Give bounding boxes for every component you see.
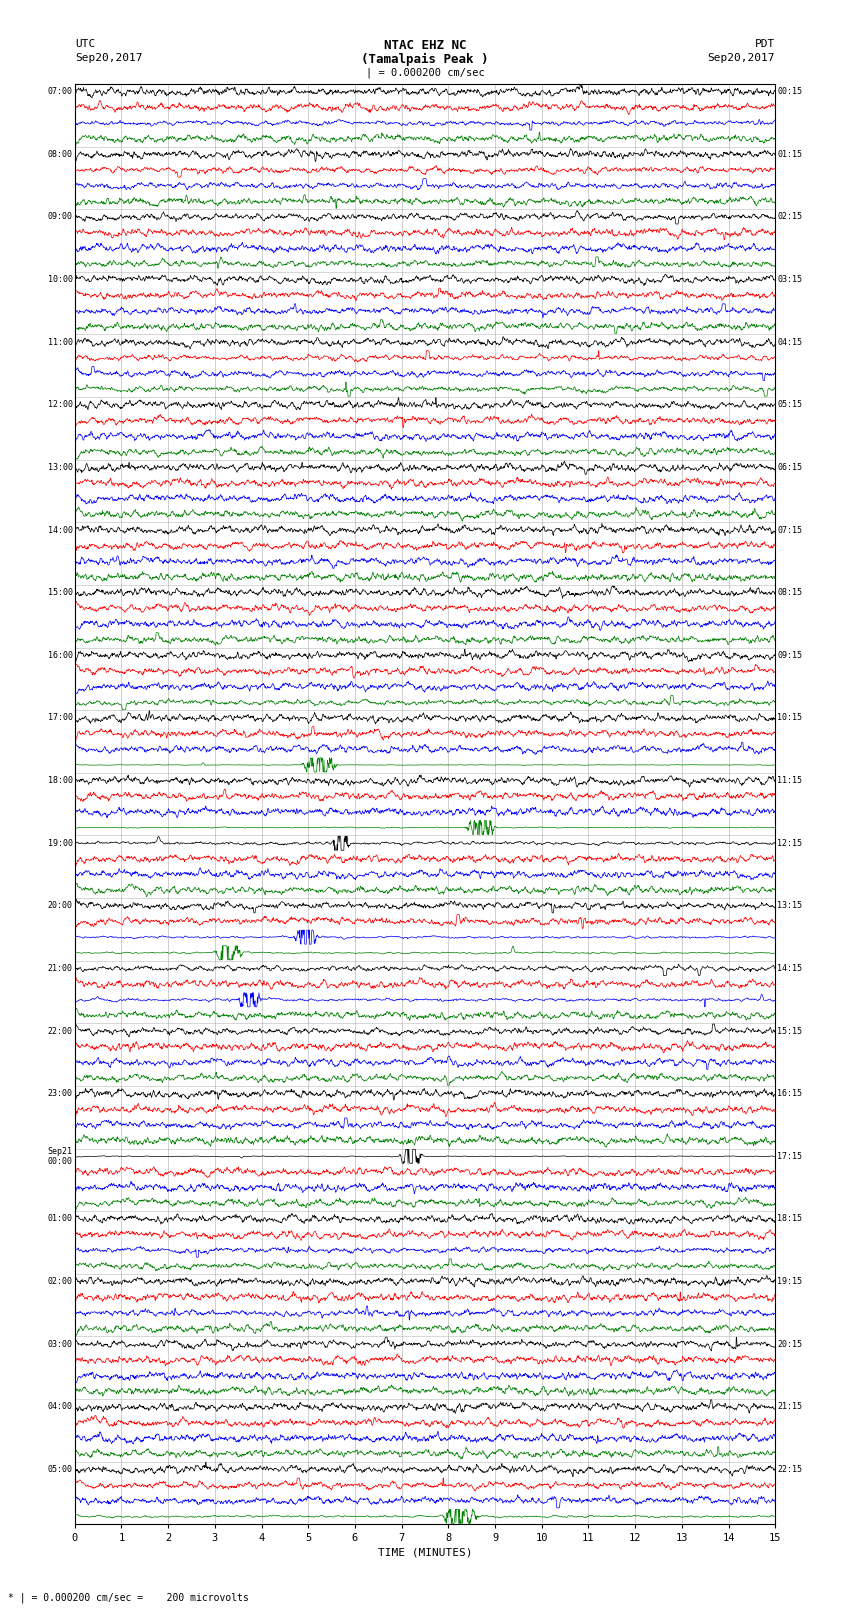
Text: 02:00: 02:00 <box>48 1277 73 1286</box>
Text: 20:00: 20:00 <box>48 902 73 910</box>
Text: 13:00: 13:00 <box>48 463 73 473</box>
Text: 08:00: 08:00 <box>48 150 73 158</box>
Text: 13:15: 13:15 <box>777 902 802 910</box>
Text: 19:00: 19:00 <box>48 839 73 848</box>
Text: 02:15: 02:15 <box>777 213 802 221</box>
X-axis label: TIME (MINUTES): TIME (MINUTES) <box>377 1547 473 1558</box>
Text: 18:15: 18:15 <box>777 1215 802 1224</box>
Text: | = 0.000200 cm/sec: | = 0.000200 cm/sec <box>366 68 484 79</box>
Text: 17:00: 17:00 <box>48 713 73 723</box>
Text: 01:15: 01:15 <box>777 150 802 158</box>
Text: 04:00: 04:00 <box>48 1402 73 1411</box>
Text: 21:00: 21:00 <box>48 965 73 973</box>
Text: 07:15: 07:15 <box>777 526 802 534</box>
Text: 11:15: 11:15 <box>777 776 802 786</box>
Text: 10:00: 10:00 <box>48 276 73 284</box>
Text: 00:15: 00:15 <box>777 87 802 97</box>
Text: 18:00: 18:00 <box>48 776 73 786</box>
Text: PDT: PDT <box>755 39 775 48</box>
Text: 12:00: 12:00 <box>48 400 73 410</box>
Text: UTC: UTC <box>75 39 95 48</box>
Text: Sep20,2017: Sep20,2017 <box>708 53 775 63</box>
Text: * | = 0.000200 cm/sec =    200 microvolts: * | = 0.000200 cm/sec = 200 microvolts <box>8 1592 249 1603</box>
Text: 03:00: 03:00 <box>48 1340 73 1348</box>
Text: 16:00: 16:00 <box>48 650 73 660</box>
Text: 23:00: 23:00 <box>48 1089 73 1098</box>
Text: 20:15: 20:15 <box>777 1340 802 1348</box>
Text: 06:15: 06:15 <box>777 463 802 473</box>
Text: 07:00: 07:00 <box>48 87 73 97</box>
Text: 14:15: 14:15 <box>777 965 802 973</box>
Text: NTAC EHZ NC: NTAC EHZ NC <box>383 39 467 52</box>
Text: 04:15: 04:15 <box>777 337 802 347</box>
Text: 17:15: 17:15 <box>777 1152 802 1161</box>
Text: 08:15: 08:15 <box>777 589 802 597</box>
Text: 09:15: 09:15 <box>777 650 802 660</box>
Text: 15:00: 15:00 <box>48 589 73 597</box>
Text: 05:15: 05:15 <box>777 400 802 410</box>
Text: 05:00: 05:00 <box>48 1465 73 1474</box>
Text: 01:00: 01:00 <box>48 1215 73 1224</box>
Text: Sep20,2017: Sep20,2017 <box>75 53 142 63</box>
Text: 16:15: 16:15 <box>777 1089 802 1098</box>
Text: 11:00: 11:00 <box>48 337 73 347</box>
Text: 12:15: 12:15 <box>777 839 802 848</box>
Text: 10:15: 10:15 <box>777 713 802 723</box>
Text: 14:00: 14:00 <box>48 526 73 534</box>
Text: 22:15: 22:15 <box>777 1465 802 1474</box>
Text: 21:15: 21:15 <box>777 1402 802 1411</box>
Text: 03:15: 03:15 <box>777 276 802 284</box>
Text: Sep21
00:00: Sep21 00:00 <box>48 1147 73 1166</box>
Text: 15:15: 15:15 <box>777 1026 802 1036</box>
Text: 22:00: 22:00 <box>48 1026 73 1036</box>
Text: 19:15: 19:15 <box>777 1277 802 1286</box>
Text: 09:00: 09:00 <box>48 213 73 221</box>
Text: (Tamalpais Peak ): (Tamalpais Peak ) <box>361 53 489 66</box>
